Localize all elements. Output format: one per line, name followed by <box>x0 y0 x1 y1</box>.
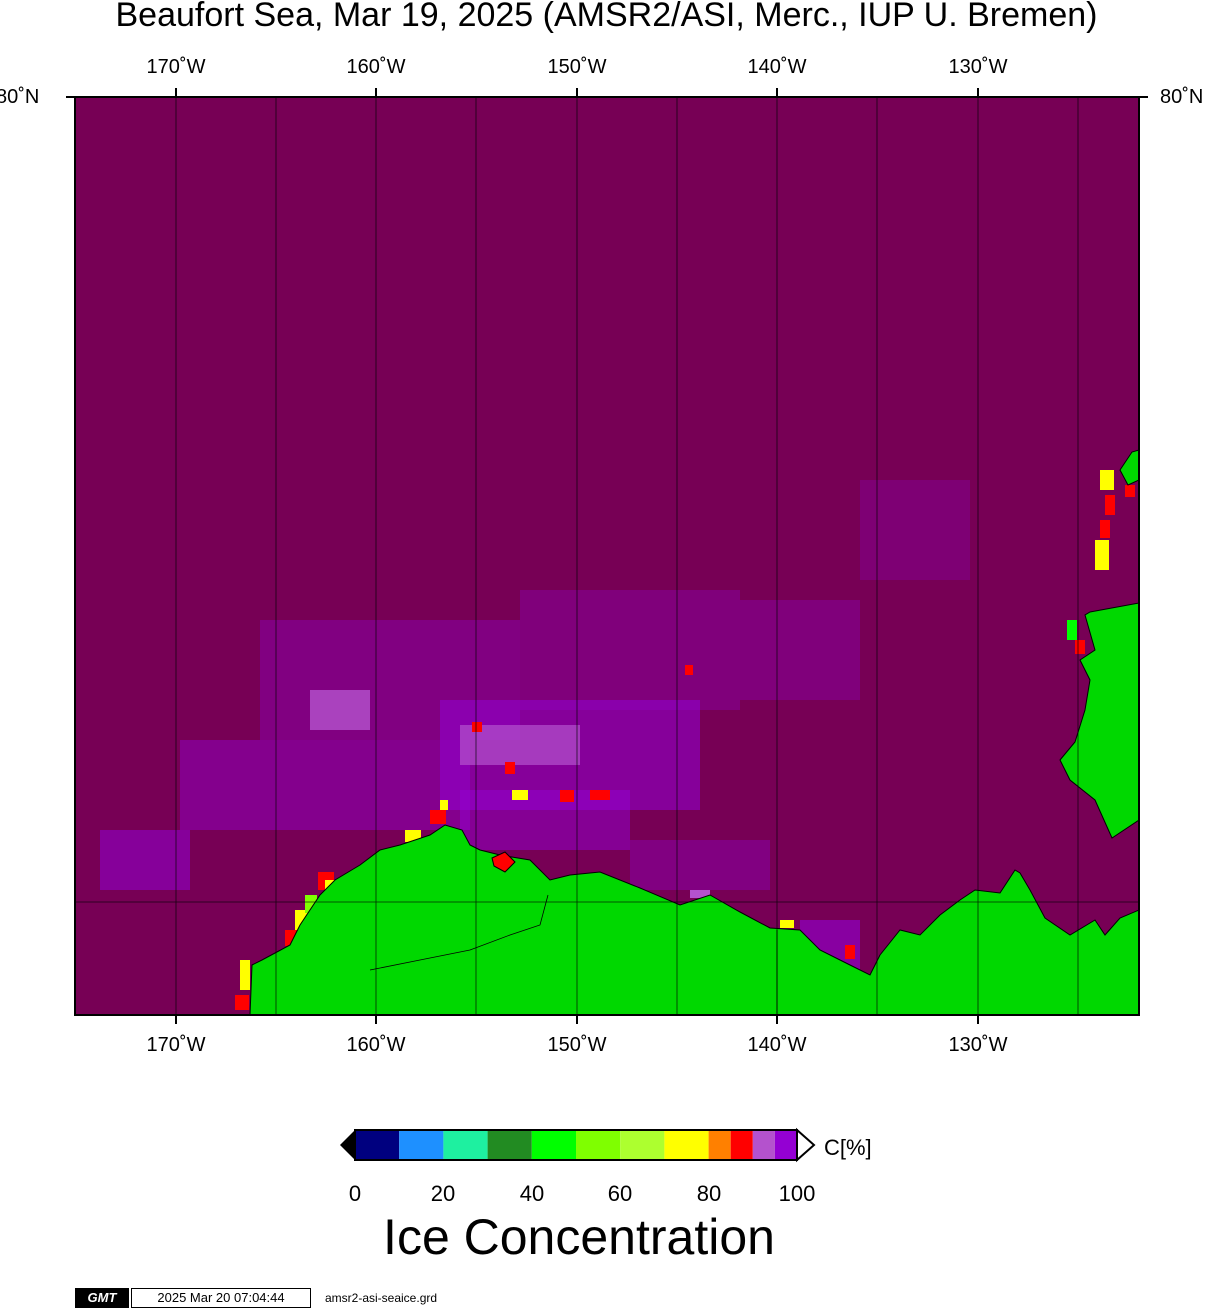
lat-label-right-80n: 80˚N <box>1160 86 1204 108</box>
lon-label-top-150w: 150˚W <box>547 56 607 78</box>
colorbar-frame <box>354 1129 798 1161</box>
colorbar-cell <box>443 1130 488 1160</box>
lat-label-left-80n: 80˚N <box>0 86 40 108</box>
colorbar-tick-100: 100 <box>778 1181 816 1206</box>
marginal-ice-zone <box>100 480 970 970</box>
colorbar-cell <box>752 1130 775 1160</box>
lon-label-bottom-140w: 140˚W <box>747 1034 807 1056</box>
lon-label-top-130w: 130˚W <box>948 56 1008 78</box>
colorbar-tick-80: 80 <box>696 1181 722 1206</box>
lon-label-top-170w: 170˚W <box>146 56 206 78</box>
lon-label-bottom-170w: 170˚W <box>146 1034 206 1056</box>
lon-label-top-160w: 160˚W <box>346 56 406 78</box>
lon-label-top-140w: 140˚W <box>747 56 807 78</box>
colorbar-tick-20: 20 <box>430 1181 456 1206</box>
land-mass <box>249 449 1139 1015</box>
colorbar-high-arrow <box>796 1127 816 1163</box>
colorbar-cell <box>487 1130 532 1160</box>
colorbar-cell <box>708 1130 731 1160</box>
timestamp-box: 2025 Mar 20 07:04:44 <box>131 1288 311 1308</box>
map-frame <box>74 96 1140 1016</box>
colorbar-tick-0: 0 <box>348 1181 362 1206</box>
gmt-logo: GMT <box>75 1288 129 1308</box>
colorbar-cell <box>730 1130 753 1160</box>
colorbar-cell <box>664 1130 709 1160</box>
lon-label-bottom-130w: 130˚W <box>948 1034 1008 1056</box>
colorbar <box>340 1127 816 1163</box>
frame-ticks <box>66 88 1148 1024</box>
graticule <box>75 97 1139 1015</box>
lon-label-bottom-150w: 150˚W <box>547 1034 607 1056</box>
colorbar-low-arrow <box>340 1130 355 1160</box>
ice-edge-band <box>235 470 1135 1010</box>
colorbar-cell <box>531 1130 576 1160</box>
lon-label-bottom-160w: 160˚W <box>346 1034 406 1056</box>
grid-filename: amsr2-asi-seaice.grd <box>325 1291 438 1305</box>
ice-field <box>75 97 1139 1015</box>
colorbar-cell <box>399 1130 444 1160</box>
colorbar-cell <box>774 1130 797 1160</box>
colorbar-cell <box>355 1130 400 1160</box>
river-line <box>369 894 549 971</box>
colorbar-tick-40: 40 <box>519 1181 545 1206</box>
colorbar-cell <box>620 1130 665 1160</box>
colorbar-caption: Ice Concentration <box>383 1209 775 1265</box>
map-title: Beaufort Sea, Mar 19, 2025 (AMSR2/ASI, M… <box>115 0 1098 34</box>
colorbar-cell <box>576 1130 621 1160</box>
colorbar-tick-60: 60 <box>607 1181 633 1206</box>
colorbar-unit: C[%] <box>824 1135 872 1160</box>
